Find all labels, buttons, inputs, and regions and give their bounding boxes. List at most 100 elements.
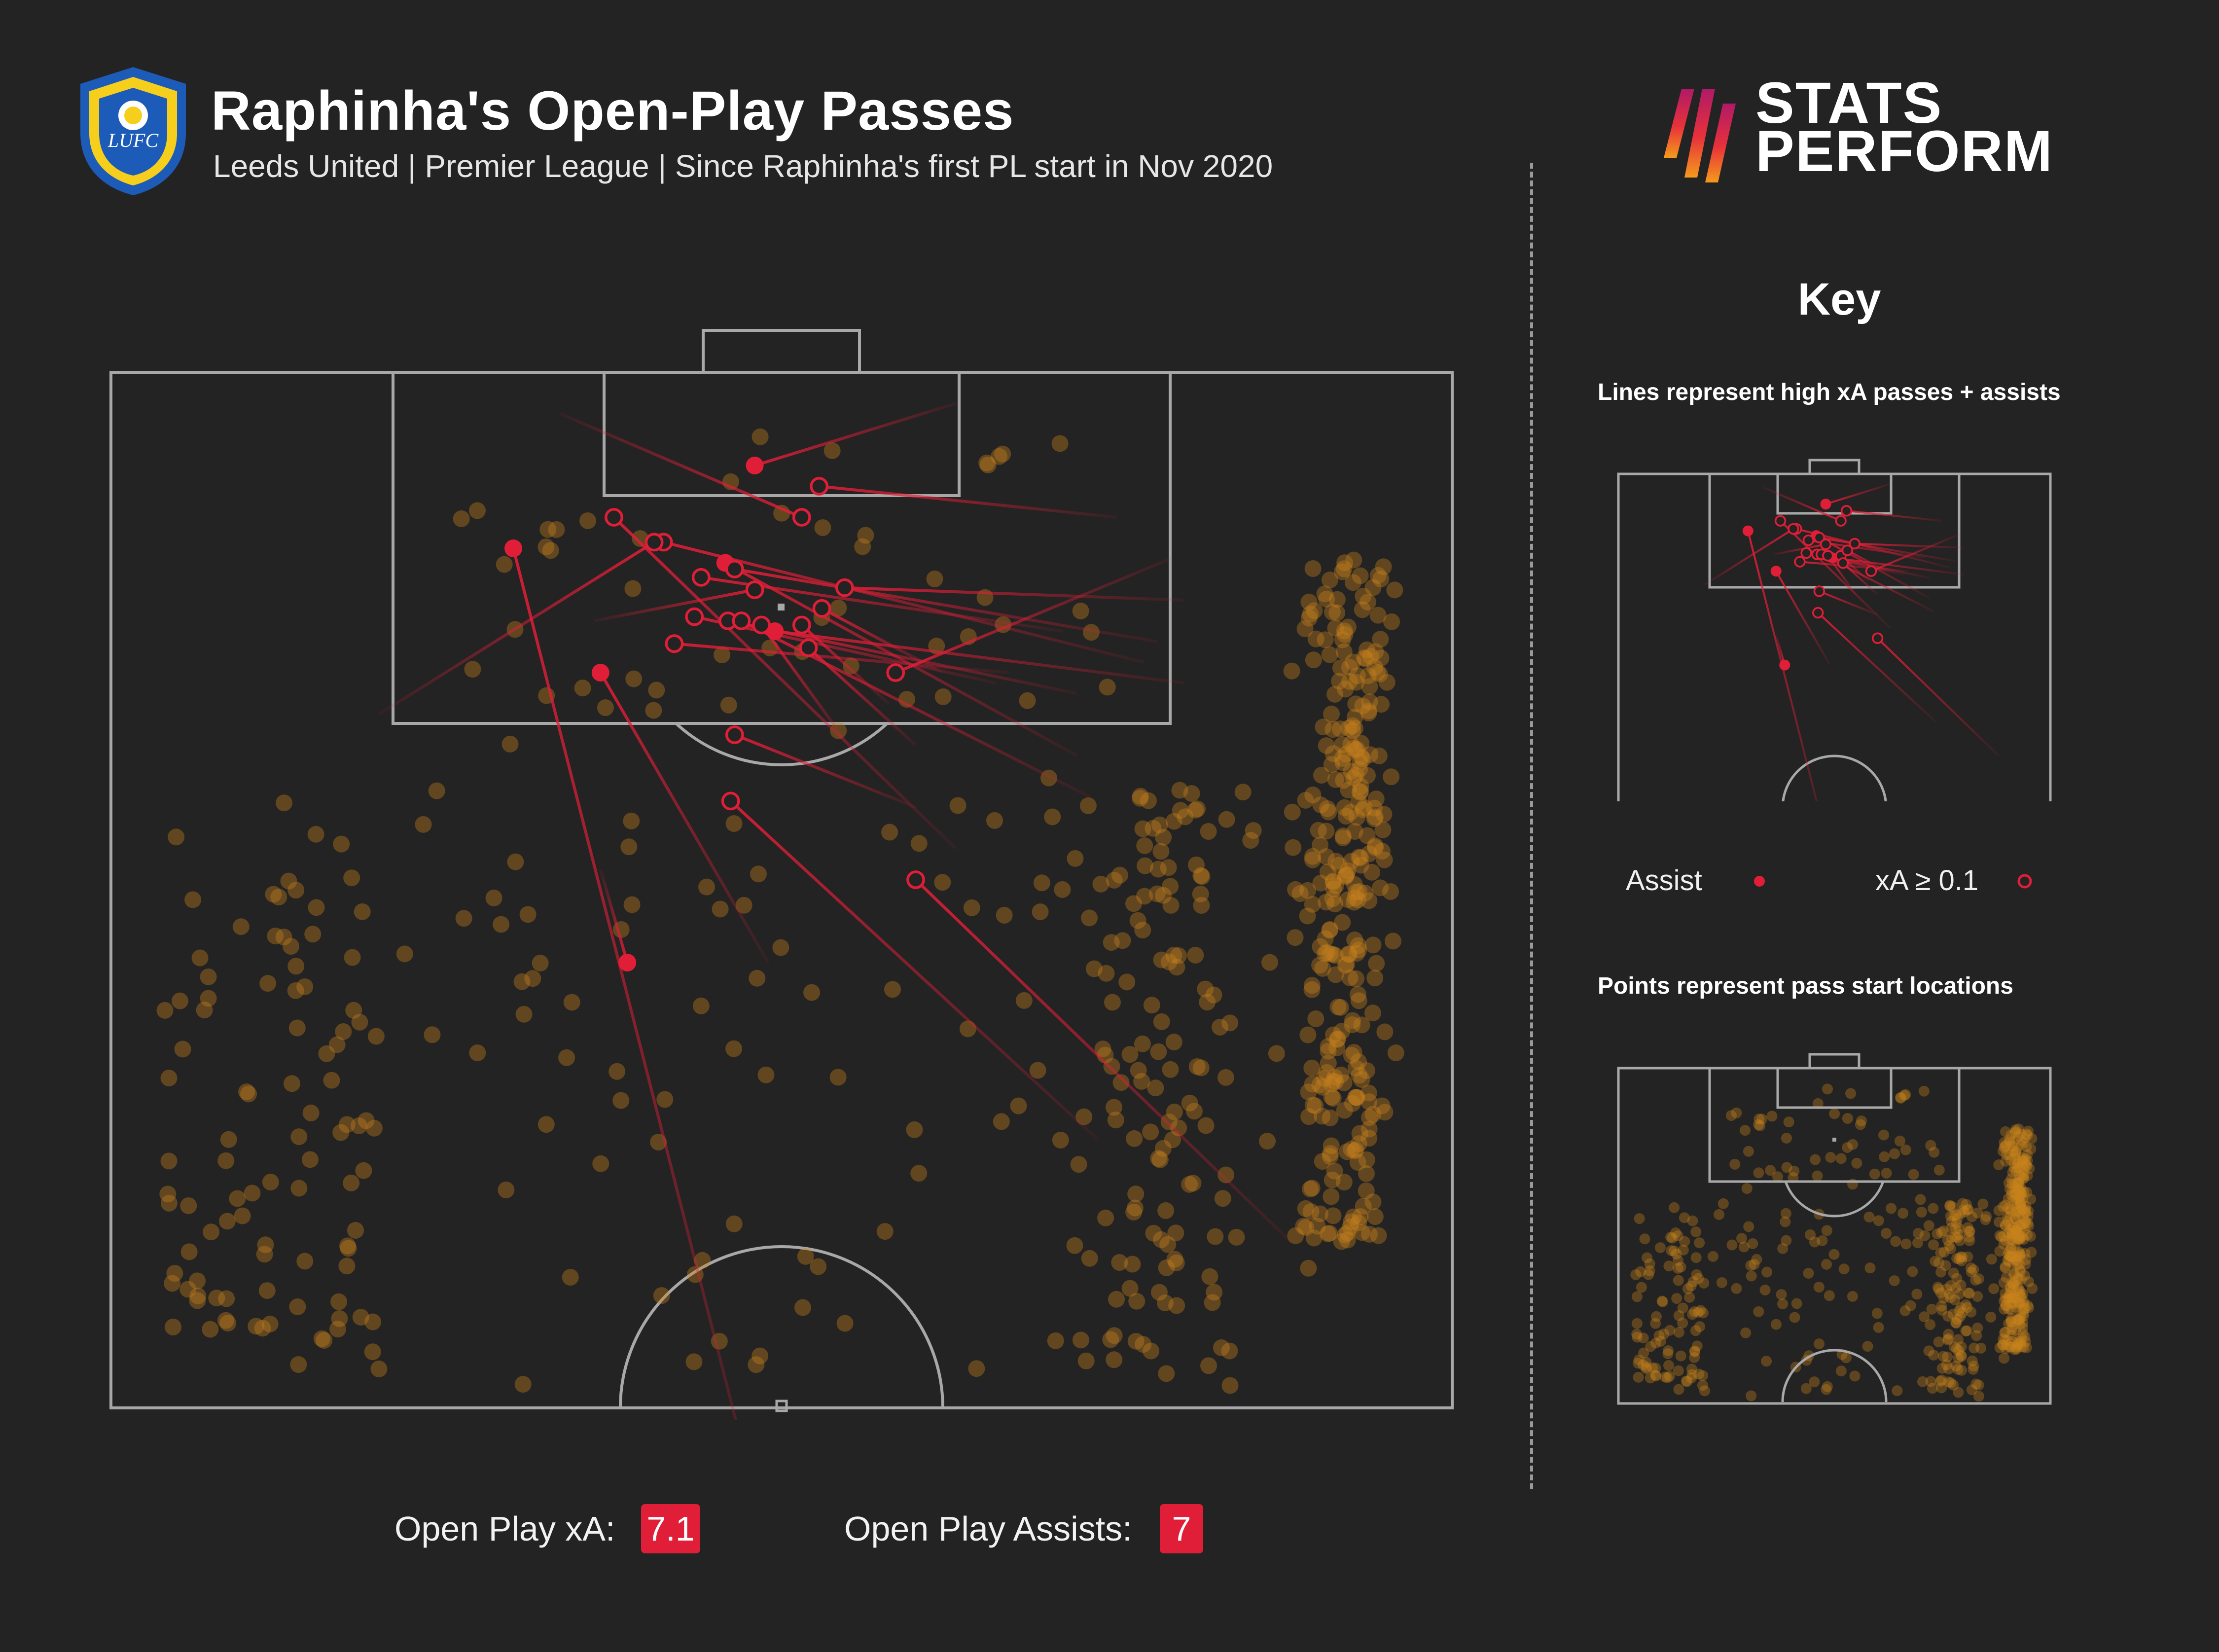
mini-pass-start-point	[1638, 1332, 1649, 1344]
mini-pass-start-point	[2012, 1337, 2023, 1349]
mini-pass-start-point	[1862, 1341, 1873, 1352]
pass-start-point	[203, 1223, 220, 1241]
pass-start-point	[1347, 970, 1364, 987]
pass-start-point	[1154, 1140, 1172, 1157]
mini-pass-start-point	[2006, 1227, 2018, 1238]
mini-pass-start-point	[2004, 1184, 2015, 1195]
pass-start-point	[1291, 885, 1309, 902]
pass-start-point	[685, 1353, 703, 1370]
mini-pass-start-point	[2018, 1341, 2029, 1353]
pass-start-point	[287, 982, 304, 999]
mini-pass-start-point	[2015, 1222, 2027, 1233]
pass-start-point	[1302, 1181, 1319, 1198]
high-xa-marker	[691, 568, 711, 587]
mini-pass-start-point	[2011, 1145, 2023, 1156]
mini-pass-start-point	[1950, 1283, 1962, 1294]
mini-penalty-box	[1708, 1067, 1961, 1183]
mini-pass-start-point	[1972, 1207, 1983, 1219]
mini-pass-start-point	[1756, 1113, 1767, 1125]
mini-pass-start-point	[2018, 1161, 2029, 1172]
mini-pass-start-point	[1691, 1340, 1703, 1352]
pass-start-point	[364, 1343, 381, 1361]
pass-start-point	[1357, 885, 1374, 902]
pass-start-point	[1164, 1131, 1181, 1149]
pass-start-point	[219, 1315, 237, 1332]
high-xa-marker	[732, 611, 751, 630]
mini-pass-start-point	[2004, 1234, 2015, 1245]
points-caption: Points represent pass start locations	[1598, 973, 2013, 999]
mini-pass-start-point	[2000, 1293, 2011, 1304]
pass-start-point	[287, 958, 305, 975]
pass-start-point	[1367, 643, 1384, 660]
pass-start-point	[1336, 626, 1354, 643]
mini-pass-start-point	[1809, 1376, 1820, 1388]
pass-start-point	[1335, 772, 1352, 789]
mini-pass-start-point	[2020, 1207, 2031, 1219]
mini-pass-start-point	[2005, 1329, 2017, 1341]
pass-start-point	[1376, 851, 1393, 868]
mini-pass-start-point	[2005, 1313, 2017, 1324]
pass-start-point	[725, 815, 743, 832]
mini-pass-start-point	[1928, 1203, 1939, 1214]
mini-pass-start-point	[2022, 1211, 2034, 1222]
assist-pass-line	[512, 548, 738, 1420]
mini-pass-start-point	[2003, 1228, 2014, 1239]
high-xa-marker	[1840, 505, 1853, 517]
mini-pass-start-point	[1947, 1201, 1958, 1213]
pass-start-point	[1328, 1031, 1346, 1048]
pass-start-point	[174, 1041, 191, 1058]
high-xa-pass-line	[819, 485, 1117, 519]
pass-start-point	[288, 1019, 306, 1037]
pass-start-point	[1329, 999, 1347, 1016]
mini-pass-start-point	[1986, 1254, 1997, 1265]
pass-start-point	[1344, 1016, 1361, 1033]
high-xa-marker	[1835, 515, 1847, 527]
pass-start-point	[229, 1190, 246, 1207]
mini-pass-start-point	[1945, 1243, 1956, 1255]
mini-pass-start-point	[2017, 1137, 2029, 1148]
mini-pass-start-point	[1812, 1170, 1823, 1182]
mini-pass-start-point	[1945, 1377, 1957, 1389]
pass-start-point	[1312, 796, 1329, 814]
mini-pass-start-point	[1936, 1382, 1947, 1394]
mini-pass-start-point	[2025, 1230, 2036, 1242]
pass-start-point	[1303, 981, 1321, 998]
mini-pass-start-point	[2006, 1293, 2017, 1304]
mini-pass-start-point	[2007, 1221, 2019, 1232]
pass-start-point	[1344, 574, 1361, 591]
mini-pass-start-point	[2013, 1131, 2024, 1142]
pass-start-point	[1332, 659, 1349, 677]
mini-pass-start-point	[1950, 1361, 1962, 1372]
pass-start-point	[1149, 861, 1167, 878]
mini-pass-start-point	[2015, 1220, 2027, 1231]
mini-pass-start-point	[2009, 1149, 2021, 1160]
mini-key-pass-lines	[1704, 483, 2000, 801]
mini-pass-start-point	[2016, 1139, 2027, 1150]
mini-pass-start-point	[2004, 1291, 2015, 1302]
mini-pass-start-point	[1656, 1295, 1668, 1307]
mini-pass-start-point	[1856, 1115, 1867, 1127]
pass-start-point	[1326, 685, 1344, 703]
pass-start-point	[1348, 1089, 1365, 1106]
pass-start-point	[926, 570, 943, 587]
pass-start-point	[1339, 1231, 1356, 1249]
mini-pass-start-point	[2011, 1254, 2022, 1265]
mini-pass-start-point	[1881, 1227, 1892, 1239]
mini-pass-start-point	[2010, 1325, 2021, 1336]
pass-start-point	[1344, 717, 1361, 734]
mini-pass-start-point	[1932, 1228, 1943, 1240]
pass-start-point	[345, 1002, 362, 1019]
pass-start-point	[1338, 1143, 1356, 1160]
pass-start-point	[1155, 887, 1172, 904]
mini-pass-start-point	[2000, 1343, 2011, 1354]
mini-pass-start-point	[2009, 1187, 2021, 1199]
mini-pass-start-point	[1961, 1325, 1972, 1336]
pass-start-point	[714, 646, 731, 663]
mini-pass-start-point	[1907, 1266, 1918, 1277]
pass-start-point	[1162, 878, 1179, 895]
pass-start-point	[1152, 1231, 1170, 1248]
mini-pass-start-point	[1918, 1085, 1930, 1097]
pass-start-point	[1192, 867, 1210, 884]
pass-start-point	[1386, 581, 1403, 599]
high-xa-marker	[605, 508, 623, 527]
